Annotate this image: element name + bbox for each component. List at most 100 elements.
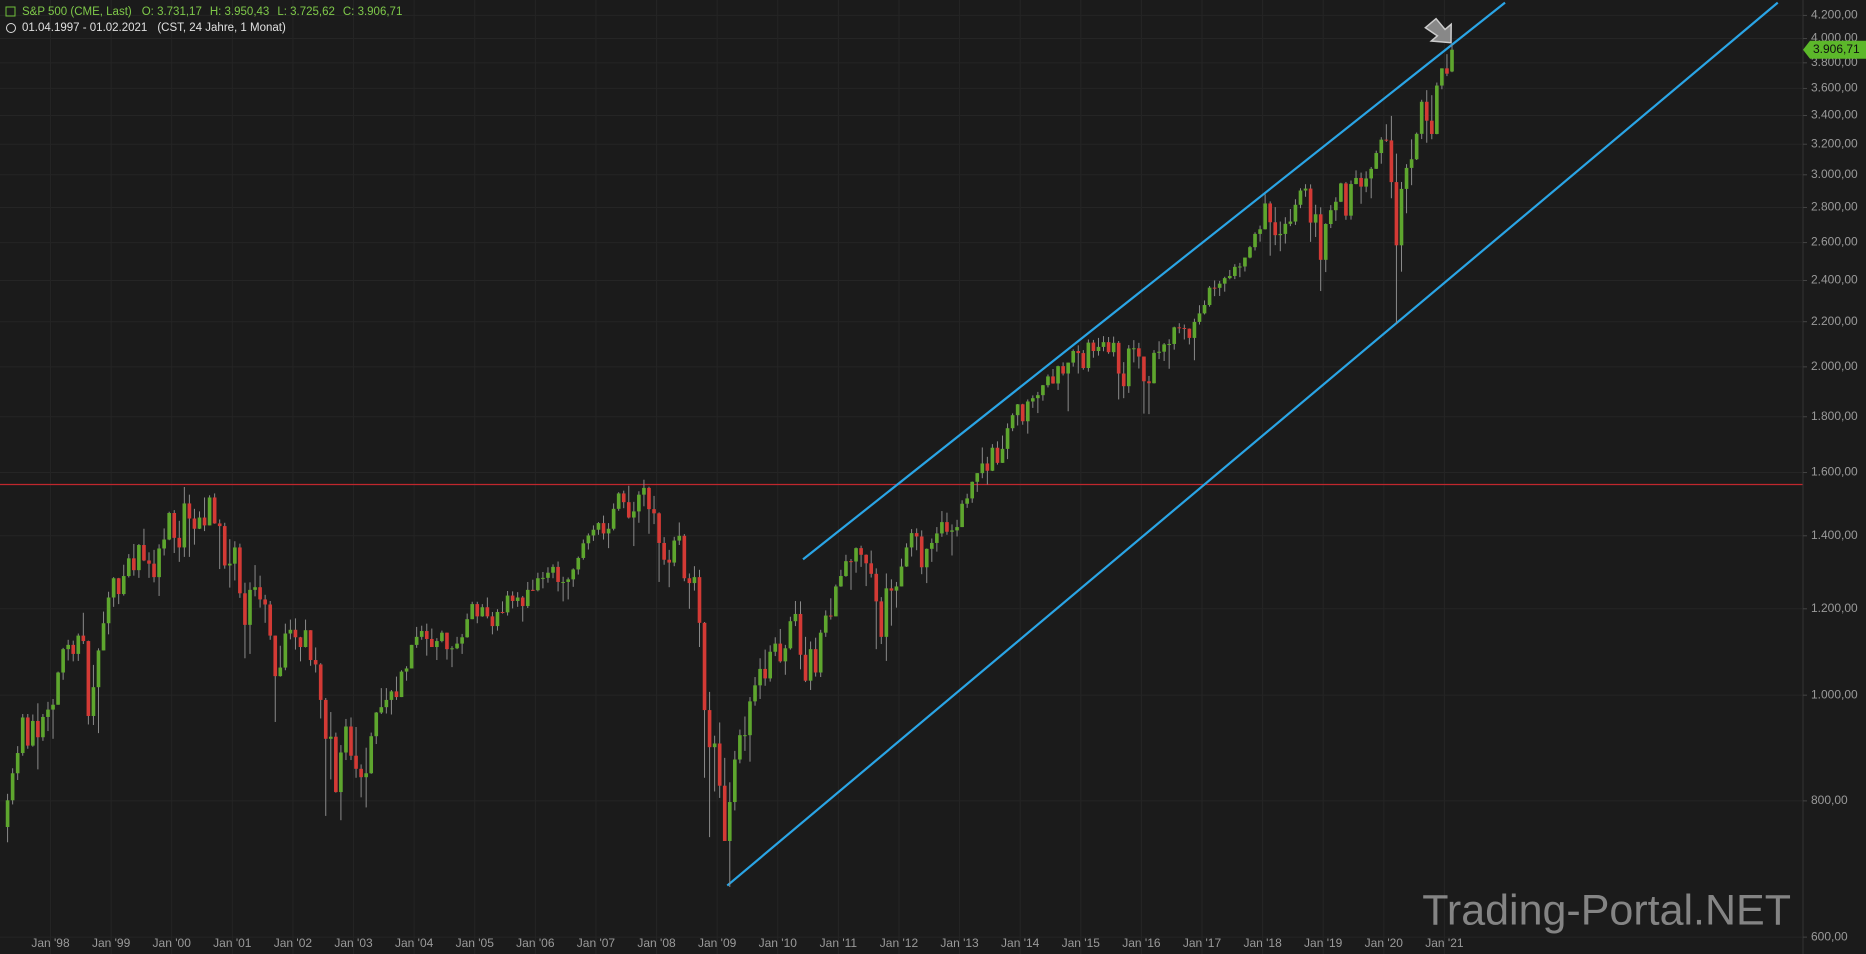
candle-body <box>1414 133 1419 160</box>
candle-body <box>935 533 939 543</box>
candle-body <box>258 587 262 600</box>
candle-body <box>763 668 767 679</box>
candle-body <box>591 529 596 536</box>
x-tick-label: Jan '21 <box>1425 936 1464 950</box>
candle-body <box>748 701 752 736</box>
candle-body <box>637 494 641 512</box>
candle-body <box>76 635 81 654</box>
candle-body <box>1384 139 1389 141</box>
candle-body <box>470 604 475 620</box>
candle-body <box>1202 304 1207 314</box>
candle-body <box>414 636 419 645</box>
candle-body <box>1152 352 1156 384</box>
date-range: 01.04.1997 - 01.02.2021 <box>22 22 147 34</box>
x-tick-label: Jan '13 <box>940 936 979 950</box>
candle-body <box>278 667 283 677</box>
candle-body <box>1212 287 1217 289</box>
candle-body <box>1167 343 1171 345</box>
candle-body <box>152 563 156 578</box>
candle-body <box>546 572 550 578</box>
candle-body <box>955 527 959 531</box>
candle-body <box>692 577 697 584</box>
candle-body <box>227 563 232 566</box>
candle-body <box>813 649 818 673</box>
ohlc-value: O: 3.731,17 <box>142 6 202 18</box>
candle-body <box>980 463 985 474</box>
candle-body <box>172 513 177 538</box>
candle-body <box>510 595 515 601</box>
candle-body <box>525 589 530 607</box>
candle-body <box>233 547 237 564</box>
candle-body <box>808 649 813 681</box>
candle-body <box>1020 404 1025 422</box>
candle-body <box>389 691 394 700</box>
candle-body <box>702 622 707 711</box>
candle-body <box>1334 201 1338 211</box>
candle-body <box>849 561 853 563</box>
candle-body <box>349 726 353 756</box>
candle-body <box>31 720 35 746</box>
candle-body <box>1278 233 1283 236</box>
candle-body <box>51 704 55 710</box>
candle-body <box>5 800 10 828</box>
candle-body <box>541 577 545 579</box>
candle-body <box>91 687 96 716</box>
candle-body <box>495 611 500 627</box>
candle-body <box>1238 266 1242 268</box>
candle-body <box>1015 404 1020 416</box>
candle-body <box>167 513 172 540</box>
candle-body <box>1318 214 1323 260</box>
candle-body <box>182 503 187 548</box>
candle-body <box>137 545 141 571</box>
candle-body <box>1142 356 1146 382</box>
candle-body <box>1061 366 1065 374</box>
candle-body <box>1369 168 1374 179</box>
candle-body <box>369 736 374 774</box>
x-tick-label: Jan '03 <box>334 936 373 950</box>
candle-body <box>1394 182 1399 246</box>
candle-body <box>202 517 207 526</box>
candle-body <box>318 664 323 700</box>
candle-body <box>621 493 626 503</box>
candle-body <box>273 635 278 677</box>
y-tick-label: 3.200,00 <box>1811 136 1858 150</box>
arrow-icon <box>1424 17 1452 44</box>
x-tick-label: Jan '00 <box>153 936 192 950</box>
candle-body <box>323 699 328 739</box>
candle-body <box>298 637 303 648</box>
trend-line <box>802 1 1506 561</box>
candle-body <box>25 717 30 746</box>
candle-body <box>41 716 45 738</box>
x-tick-label: Jan '07 <box>577 936 616 950</box>
candle-body <box>1066 362 1070 374</box>
candle-body <box>869 563 874 574</box>
candle-body <box>334 736 338 793</box>
candle-body <box>1404 167 1409 189</box>
candle-body <box>1036 395 1040 399</box>
candle-body <box>1268 203 1272 223</box>
candle-body <box>339 752 343 793</box>
candle-body <box>985 463 990 471</box>
candle-body <box>222 526 227 566</box>
candle-body <box>1106 342 1111 353</box>
x-tick-label: Jan '04 <box>395 936 434 950</box>
x-tick-label: Jan '09 <box>698 936 737 950</box>
candle-body <box>1101 342 1106 347</box>
candle-body <box>576 557 581 570</box>
candle-body <box>551 566 555 573</box>
candle-body <box>1096 346 1101 352</box>
candle-body <box>1051 376 1055 384</box>
candle-body <box>828 615 833 617</box>
candle-body <box>379 707 384 713</box>
candle-body <box>106 597 111 624</box>
candle-body <box>1081 353 1086 369</box>
header: S&P 500 (CME, Last) 01.04.1997 - 01.02.2… <box>5 6 286 34</box>
candle-body <box>248 589 252 625</box>
candle-body <box>859 548 863 555</box>
candle-body <box>743 735 747 737</box>
y-tick-label: 2.600,00 <box>1811 235 1858 249</box>
candle-body <box>1121 373 1126 387</box>
candle-body <box>500 611 505 613</box>
y-tick-label: 2.200,00 <box>1811 314 1858 328</box>
